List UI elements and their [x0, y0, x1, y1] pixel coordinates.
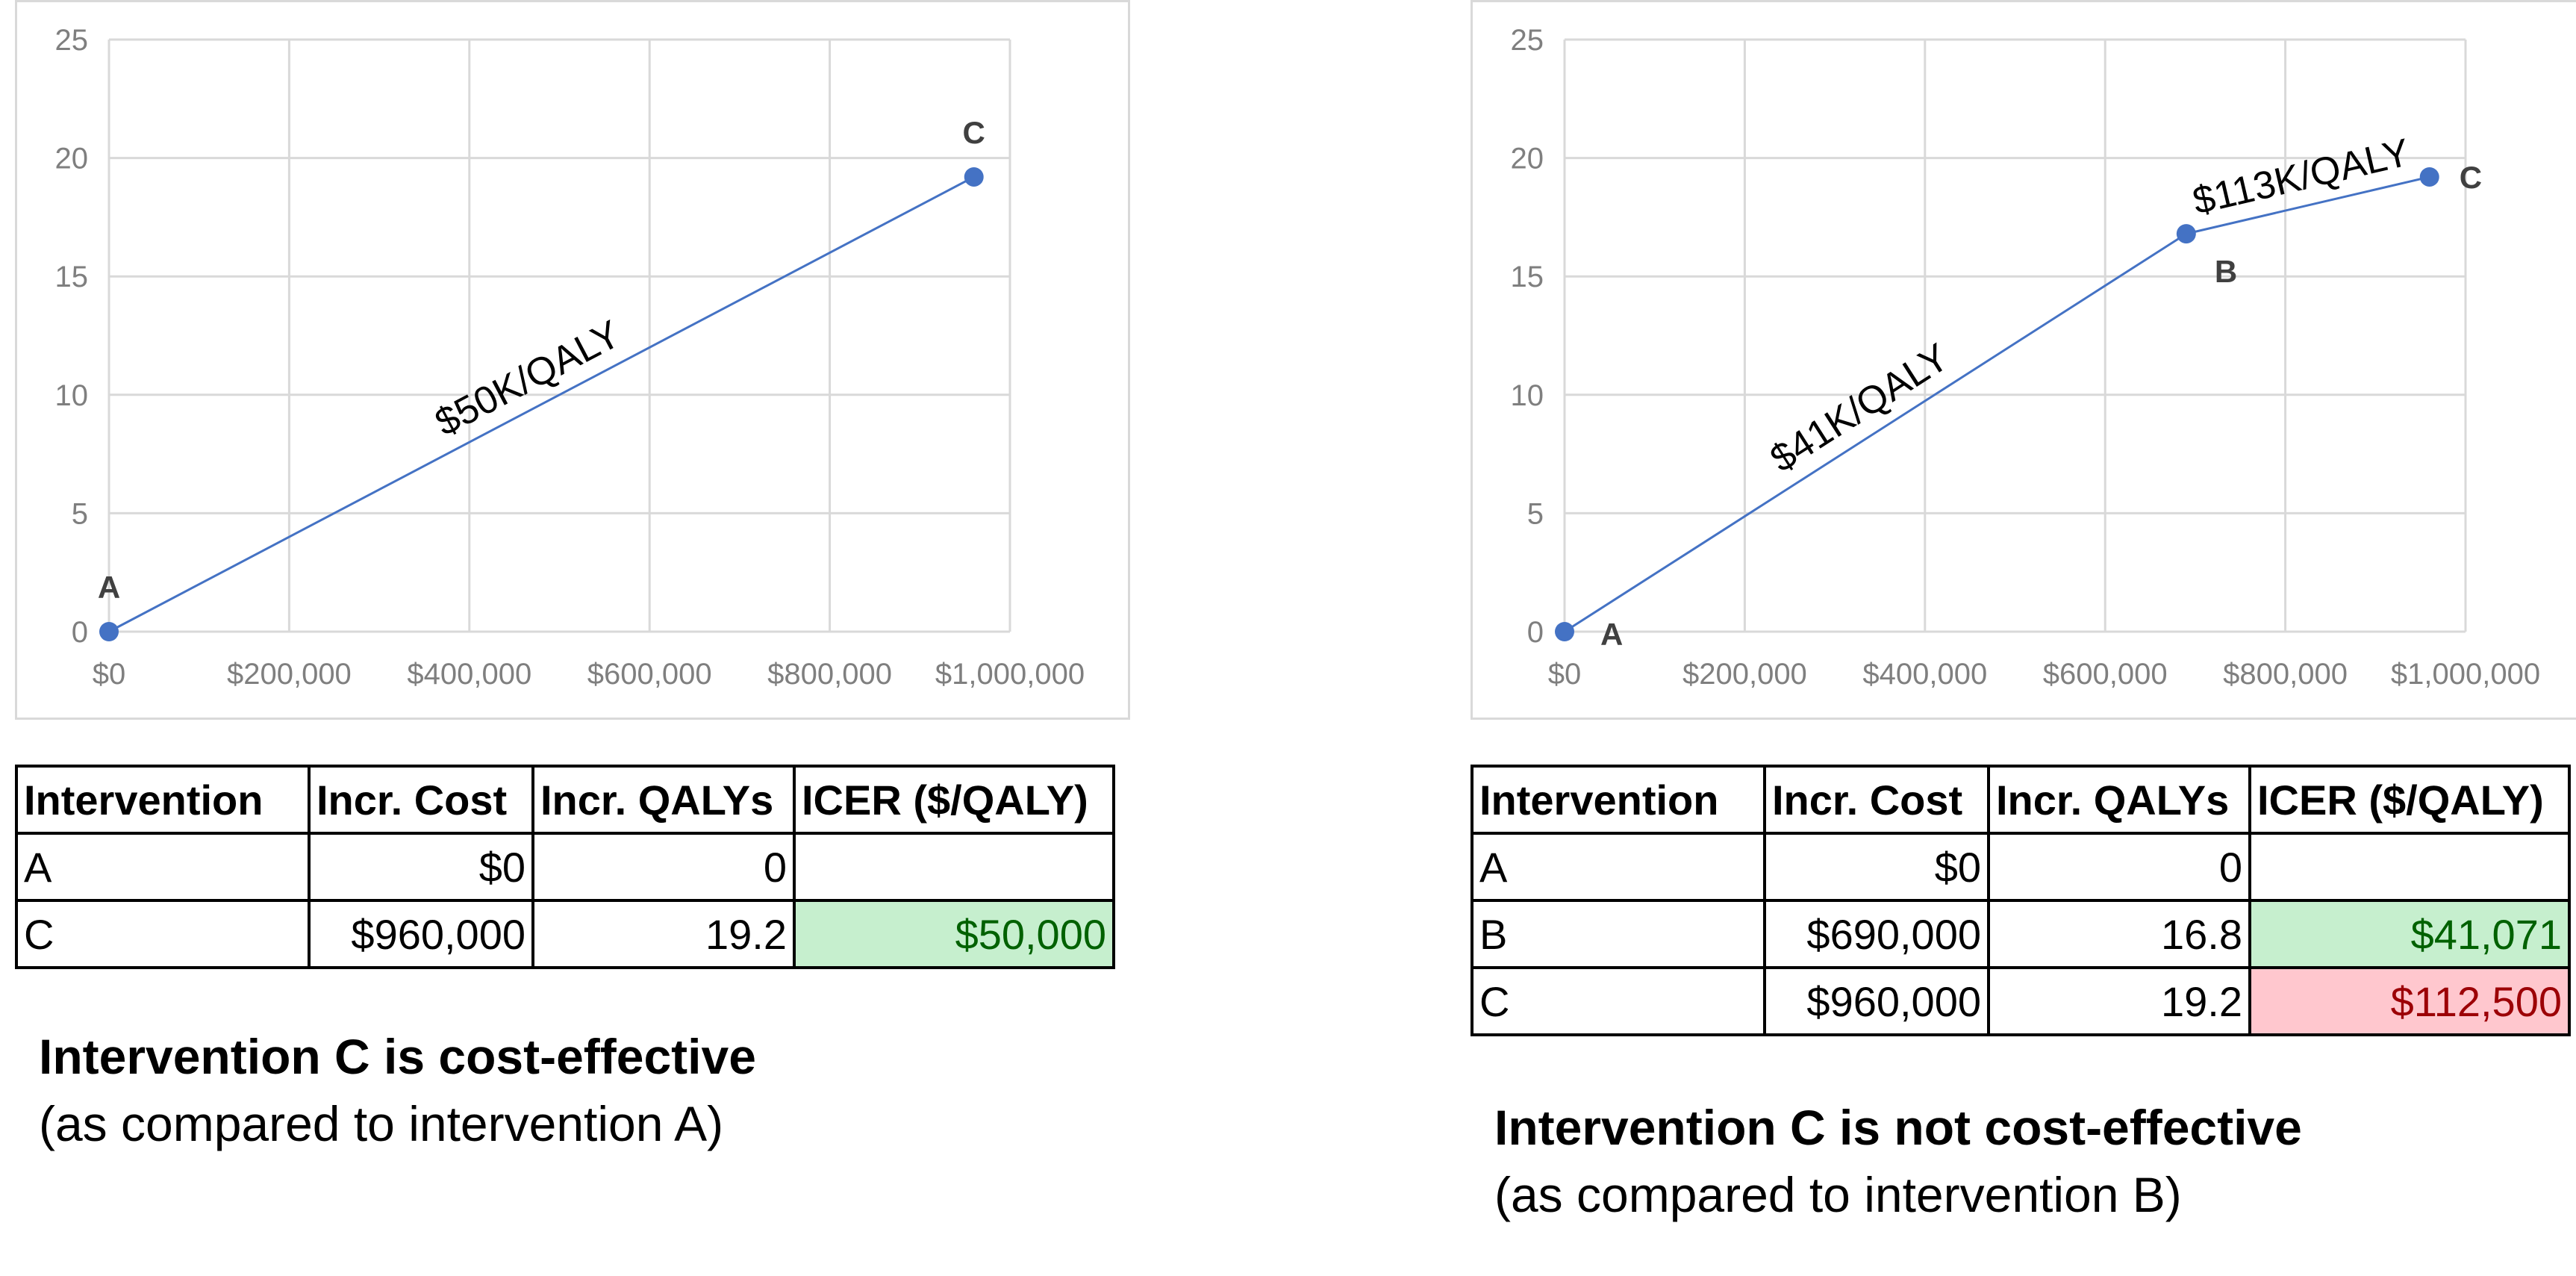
cell-incr-cost: $960,000: [1763, 966, 1990, 1036]
y-tick-label: 20: [55, 143, 89, 175]
x-tick-label: $0: [93, 658, 126, 691]
verdict-note: (as compared to intervention A): [39, 1096, 724, 1151]
cell-incr-cost: $0: [1763, 832, 1990, 902]
cell-icer-not-cost-effective: $112,500: [2248, 966, 2571, 1036]
x-tick-label: $800,000: [2223, 658, 2348, 691]
cell-incr-cost: $960,000: [308, 899, 534, 969]
cell-intervention: A: [15, 832, 311, 902]
y-tick-label: 0: [72, 616, 88, 649]
y-tick-label: 15: [55, 261, 89, 293]
cell-intervention: B: [1471, 899, 1766, 969]
header-icer: ICER ($/QALY): [2248, 765, 2571, 835]
segment-line: [108, 175, 975, 633]
x-tick-label: $1,000,000: [2391, 658, 2540, 691]
y-tick-label: 25: [1511, 24, 1544, 57]
cell-icer-cost-effective: $41,071: [2248, 899, 2571, 969]
y-tick-label: 15: [1511, 261, 1544, 293]
table-header-row: Intervention Incr. Cost Incr. QALYs ICER…: [1471, 765, 2571, 835]
left-verdict: Intervention C is cost-effective (as com…: [39, 1023, 756, 1157]
cell-intervention: C: [15, 899, 311, 969]
x-tick-label: $600,000: [2043, 658, 2168, 691]
cell-incr-qalys: 0: [1987, 832, 2251, 902]
data-point: [1555, 622, 1574, 641]
verdict-title: Intervention C is not cost-effective: [1494, 1100, 2302, 1155]
header-incr-cost: Incr. Cost: [308, 765, 534, 835]
y-tick-label: 5: [1527, 497, 1544, 530]
right-chart-plot: $0 $200,000 $400,000 $600,000 $800,000 $1,000…: [1511, 24, 2541, 691]
y-tick-label: 10: [1511, 379, 1544, 412]
cell-incr-qalys: 19.2: [1987, 966, 2251, 1036]
y-tick-label: 0: [1527, 616, 1544, 649]
x-tick-label: $600,000: [587, 658, 712, 691]
header-intervention: Intervention: [1471, 765, 1766, 835]
x-tick-label: $200,000: [1682, 658, 1807, 691]
table-row: A $0 0: [15, 832, 1115, 902]
header-icer: ICER ($/QALY): [793, 765, 1115, 835]
x-tick-label: $800,000: [767, 658, 892, 691]
cell-incr-cost: $0: [308, 832, 534, 902]
table-header-row: Intervention Incr. Cost Incr. QALYs ICER…: [15, 765, 1115, 835]
x-tick-label: $0: [1548, 658, 1582, 691]
x-tick-label: $200,000: [227, 658, 352, 691]
icer-segment-label: $113K/QALY: [2189, 131, 2413, 223]
right-panel: $0 $200,000 $400,000 $600,000 $800,000 $1,000…: [1456, 0, 2576, 1276]
point-label: C: [2460, 160, 2482, 195]
y-tick-label: 5: [72, 497, 88, 530]
point-label: A: [1600, 617, 1623, 652]
header-incr-qalys: Incr. QALYs: [531, 765, 796, 835]
y-tick-label: 25: [55, 24, 89, 57]
cell-incr-qalys: 0: [531, 832, 796, 902]
point-label: A: [98, 570, 120, 605]
cell-intervention: A: [1471, 832, 1766, 902]
icer-segment-label: $50K/QALY: [428, 312, 628, 444]
cell-incr-qalys: 16.8: [1987, 899, 2251, 969]
icer-segment-label: $41K/QALY: [1763, 335, 1956, 481]
point-label: C: [963, 115, 985, 150]
table-row: C $960,000 19.2 $112,500: [1471, 966, 2571, 1036]
right-verdict: Intervention C is not cost-effective (as…: [1494, 1094, 2302, 1228]
right-chart: $0 $200,000 $400,000 $600,000 $800,000 $1,000…: [1471, 0, 2576, 720]
left-panel: $0 $200,000 $400,000 $600,000 $800,000 $1,000…: [0, 0, 1269, 1276]
left-chart-plot: $0 $200,000 $400,000 $600,000 $800,000 $1,000…: [55, 24, 1085, 691]
verdict-title: Intervention C is cost-effective: [39, 1029, 756, 1084]
cell-incr-qalys: 19.2: [531, 899, 796, 969]
segment-line: [2186, 175, 2430, 235]
verdict-note: (as compared to intervention B): [1494, 1167, 2182, 1222]
y-tick-label: 20: [1511, 143, 1544, 175]
data-point: [99, 622, 119, 641]
right-icer-table: Intervention Incr. Cost Incr. QALYs ICER…: [1471, 765, 2571, 1036]
segment-line: [1564, 232, 2187, 633]
x-tick-label: $400,000: [1862, 658, 1987, 691]
left-icer-table: Intervention Incr. Cost Incr. QALYs ICER…: [15, 765, 1115, 969]
cell-icer: [793, 832, 1115, 902]
cell-intervention: C: [1471, 966, 1766, 1036]
left-chart: $0 $200,000 $400,000 $600,000 $800,000 $1,000…: [15, 0, 1130, 720]
x-tick-label: $400,000: [407, 658, 531, 691]
header-intervention: Intervention: [15, 765, 311, 835]
data-point: [2419, 166, 2439, 187]
cell-icer: [2248, 832, 2571, 902]
table-row: B $690,000 16.8 $41,071: [1471, 899, 2571, 969]
cell-icer-cost-effective: $50,000: [793, 899, 1115, 969]
table-row: A $0 0: [1471, 832, 2571, 902]
point-label: B: [2215, 254, 2237, 289]
table-row: C $960,000 19.2 $50,000: [15, 899, 1115, 969]
y-tick-label: 10: [55, 379, 89, 412]
header-incr-cost: Incr. Cost: [1763, 765, 1990, 835]
data-point: [2176, 224, 2196, 244]
header-incr-qalys: Incr. QALYs: [1987, 765, 2251, 835]
data-point: [964, 166, 984, 187]
cell-incr-cost: $690,000: [1763, 899, 1990, 969]
x-tick-label: $1,000,000: [935, 658, 1085, 691]
